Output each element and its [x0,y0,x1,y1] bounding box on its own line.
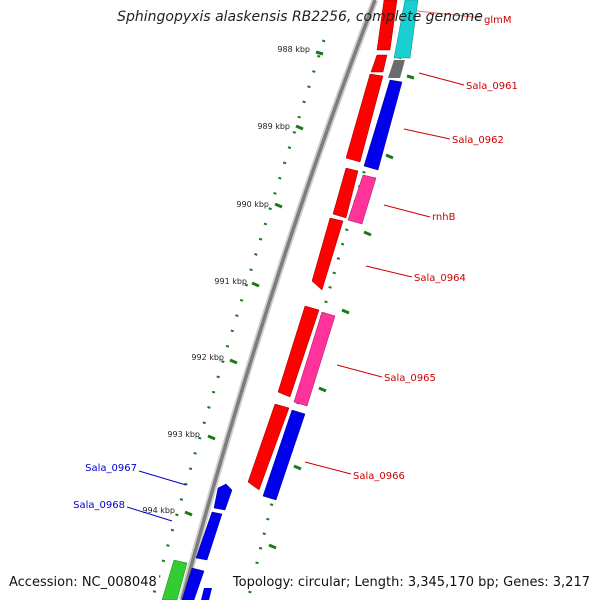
gene-label-sala0965[interactable]: Sala_0965 [384,373,436,384]
tick-993 [207,434,216,441]
tick-991 [251,281,260,288]
gene-next-blue-2[interactable] [201,588,212,600]
outer-tick-5 [318,386,327,393]
gene-sala0961-gray[interactable] [388,60,405,78]
tick-label-992: 992 kbp [191,353,224,362]
gene-label-sala0964[interactable]: Sala_0964 [414,273,466,284]
outer-tick-7 [268,543,277,550]
tick-label-990: 990 kbp [236,200,269,209]
inner-dotted-ring [150,39,326,600]
callout-line-sala0965 [336,364,383,378]
gene-sala0966-blue[interactable] [262,409,306,501]
callout-line-sala0964 [365,265,413,278]
gene-sala0962-blue[interactable] [363,79,403,171]
gene-label-sala0962[interactable]: Sala_0962 [452,135,504,146]
gene-next-blue[interactable] [181,567,205,600]
tick-988 [315,50,324,56]
map-title: Sphingopyxis alaskensis RB2256, complete… [117,9,483,25]
callout-line-sala0961 [418,72,465,86]
gene-sala0962-red[interactable] [345,73,384,163]
gene-glmM-red[interactable] [376,0,398,51]
gene-next-green[interactable] [161,559,188,600]
gene-sala0968-blue[interactable] [195,511,223,561]
tick-989 [295,124,304,131]
gene-label-sala0966[interactable]: Sala_0966 [353,471,405,482]
tick-label-994: 994 kbp [142,506,175,515]
gene-sala0961-red[interactable] [370,54,388,73]
gene-sala0966-red[interactable] [247,403,290,491]
gene-label-sala0961[interactable]: Sala_0961 [466,81,518,92]
callout-line-rnhB [383,204,431,218]
callout-line-sala0968 [126,506,173,522]
genome-summary-label: Topology: circular; Length: 3,345,170 bp… [230,575,592,590]
gene-label-rnhB[interactable]: rnhB [432,212,456,223]
tick-label-989: 989 kbp [257,122,290,131]
tick-label-991: 991 kbp [214,277,247,286]
gene-glmM-cyan[interactable] [393,0,419,59]
gene-label-sala0968[interactable]: Sala_0968 [73,500,125,511]
gene-sala0967-blue[interactable] [213,483,233,511]
tick-label-993: 993 kbp [167,430,200,439]
gene-sala0965-pink[interactable] [293,311,336,407]
genome-backbone-core [180,0,377,600]
tick-label-988: 988 kbp [277,45,310,54]
callout-line-sala0966 [304,461,352,475]
genome-backbone [178,0,379,600]
outer-tick-3 [363,230,372,237]
tick-990 [274,202,283,209]
gene-rnhB-pink[interactable] [347,174,377,225]
tick-994 [184,510,193,517]
callout-line-glmM [416,10,483,19]
gene-label-sala0967[interactable]: Sala_0967 [85,463,137,474]
gene-sala0964-red[interactable] [311,217,344,291]
gene-label-glmM[interactable]: glmM [484,15,512,26]
accession-label: Accession: NC_008048 [7,575,159,590]
callout-line-sala0962 [403,128,451,140]
outer-tick-2 [385,153,394,160]
gene-rnhB-red[interactable] [332,167,359,219]
callout-line-sala0967 [138,470,187,486]
outer-tick-1 [406,74,415,80]
outer-tick-6 [293,464,302,471]
outer-tick-4 [341,308,350,315]
tick-992 [229,358,238,365]
gene-sala0965-red[interactable] [277,305,320,398]
